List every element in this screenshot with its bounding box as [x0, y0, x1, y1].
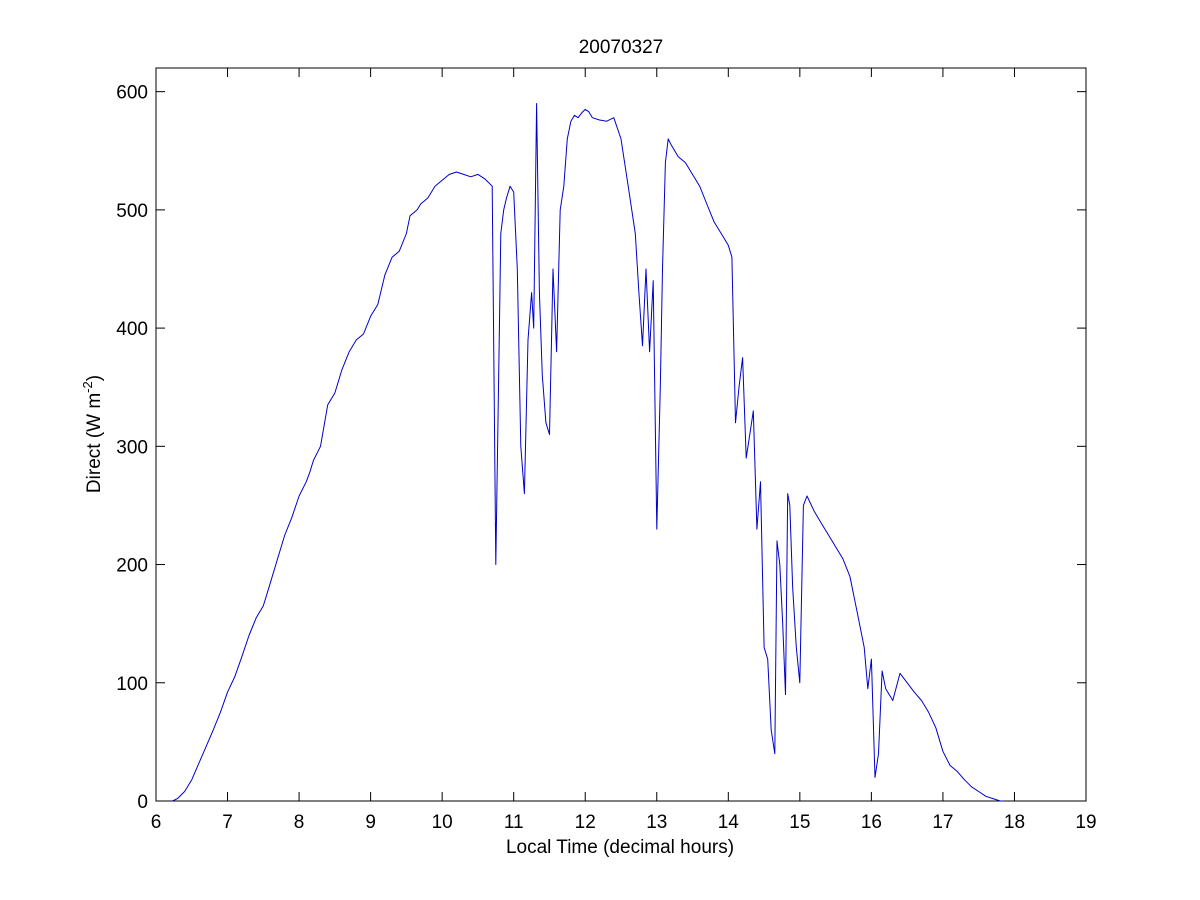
y-axis-label-superscript: -2 — [80, 381, 95, 393]
y-tick-label: 600 — [116, 83, 148, 104]
x-tick-label: 18 — [1004, 812, 1025, 833]
x-axis-label: Local Time (decimal hours) — [506, 837, 734, 858]
x-axis-ticks: 6 7 8 9 10 11 12 13 14 15 16 17 18 19 — [151, 68, 1097, 833]
y-tick-label: 0 — [137, 792, 148, 813]
x-tick-label: 8 — [294, 812, 305, 833]
x-tick-label: 12 — [575, 812, 596, 833]
x-tick-label: 11 — [504, 812, 524, 833]
x-tick-label: 17 — [932, 812, 953, 833]
x-tick-label: 10 — [432, 812, 453, 833]
series-line — [172, 103, 1004, 802]
x-tick-label: 7 — [222, 812, 233, 833]
y-axis-label-close: ) — [84, 375, 105, 381]
x-tick-label: 9 — [365, 812, 376, 833]
x-tick-label: 16 — [861, 812, 882, 833]
x-tick-label: 19 — [1075, 812, 1096, 833]
y-tick-label: 200 — [116, 556, 148, 577]
y-tick-label: 500 — [116, 201, 148, 222]
plot-area — [155, 67, 1087, 802]
y-axis-ticks: 0 100 200 300 400 500 600 — [116, 83, 1086, 813]
y-axis-label: Direct (W m-2) — [80, 375, 105, 493]
x-tick-label: 13 — [646, 812, 667, 833]
chart-title: 20070327 — [579, 37, 664, 58]
x-tick-label: 6 — [151, 812, 162, 833]
y-tick-label: 400 — [116, 319, 148, 340]
x-tick-label: 15 — [789, 812, 810, 833]
y-axis-label-base: Direct (W m — [84, 393, 105, 493]
x-tick-label: 14 — [718, 812, 740, 833]
y-tick-label: 300 — [116, 437, 148, 458]
y-tick-label: 100 — [116, 674, 148, 695]
